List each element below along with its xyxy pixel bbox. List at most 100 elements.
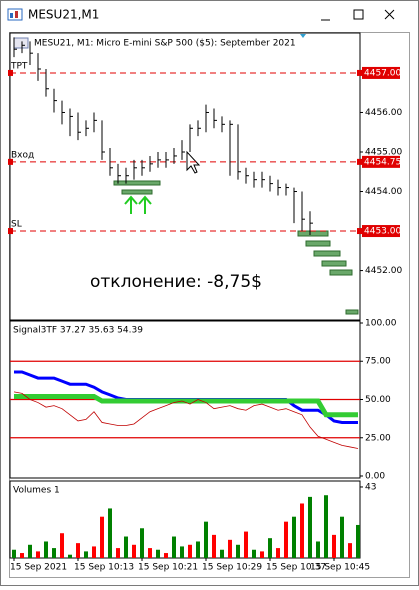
window-title: MESU21,M1 bbox=[28, 8, 99, 22]
volume-bar bbox=[108, 508, 112, 558]
level-marker bbox=[8, 228, 13, 235]
close-button[interactable] bbox=[384, 9, 395, 20]
y-tick-label: 100.00 bbox=[365, 318, 397, 328]
window-icon bbox=[10, 13, 13, 18]
indicator-line bbox=[14, 393, 358, 418]
order-box bbox=[297, 230, 329, 237]
level-label: 4457.00 bbox=[364, 68, 401, 78]
volume-title: Volumes 1 bbox=[13, 486, 60, 496]
level-label: 4453.00 bbox=[364, 227, 401, 237]
volume-bar bbox=[252, 549, 256, 558]
volume-bar bbox=[324, 495, 328, 558]
order-box bbox=[313, 250, 341, 257]
volume-bar bbox=[292, 516, 296, 558]
order-box bbox=[321, 260, 347, 267]
volume-bar bbox=[332, 534, 336, 558]
buy-arrow bbox=[138, 195, 152, 214]
price-panel bbox=[9, 32, 361, 321]
annotation: отклонение: -8,75$ bbox=[90, 272, 262, 292]
volume-bar bbox=[36, 551, 40, 558]
buy-arrow bbox=[124, 195, 138, 214]
level-marker bbox=[357, 158, 362, 165]
volume-bar bbox=[84, 551, 88, 558]
volume-bar bbox=[300, 503, 304, 558]
level-marker bbox=[8, 69, 13, 76]
y-tick-label: 43 bbox=[365, 482, 376, 492]
volume-bar bbox=[188, 544, 192, 558]
volume-bar bbox=[276, 548, 280, 558]
volume-bar bbox=[220, 549, 224, 558]
y-tick-label: 4452.00 bbox=[365, 266, 402, 276]
level-name: Вход bbox=[11, 150, 34, 160]
volume-bar bbox=[140, 528, 144, 558]
volume-bar bbox=[356, 524, 360, 558]
volume-bar bbox=[340, 516, 344, 558]
volume-bar bbox=[20, 553, 24, 558]
volume-bar bbox=[116, 548, 120, 558]
level-label-box bbox=[362, 66, 400, 79]
volume-bar bbox=[124, 536, 128, 558]
volume-bar bbox=[316, 541, 320, 558]
chart-area bbox=[9, 32, 410, 578]
chart-icon bbox=[13, 37, 29, 49]
volume-bar bbox=[92, 546, 96, 558]
x-tick-label: 15 Sep 10:37 bbox=[266, 563, 326, 573]
volume-bar bbox=[196, 541, 200, 558]
volume-bar bbox=[148, 548, 152, 558]
order-box bbox=[121, 189, 153, 195]
volume-bar bbox=[268, 538, 272, 558]
volume-bar bbox=[12, 549, 16, 558]
scroll-marker bbox=[300, 34, 306, 38]
order-box bbox=[329, 269, 353, 276]
volume-bar bbox=[348, 543, 352, 558]
volume-bar bbox=[52, 548, 56, 558]
volume-bar bbox=[212, 534, 216, 558]
x-tick-label: 15 Sep 10:21 bbox=[138, 563, 198, 573]
volume-bar bbox=[172, 536, 176, 558]
y-tick-label: 50.00 bbox=[365, 395, 391, 405]
volume-bar bbox=[236, 544, 240, 558]
x-tick-label: 15 Sep 10:29 bbox=[202, 563, 262, 573]
x-tick-label: 15 Sep 2021 bbox=[10, 563, 67, 573]
order-box bbox=[113, 180, 161, 186]
volume-bar bbox=[60, 533, 64, 558]
volume-bar bbox=[260, 551, 264, 558]
y-tick-label: 25.00 bbox=[365, 433, 391, 443]
volume-panel bbox=[9, 480, 361, 559]
indicator-line bbox=[13, 391, 359, 449]
y-tick-label: 4455.00 bbox=[365, 147, 402, 157]
volume-bar bbox=[244, 531, 248, 558]
y-tick-label: 0.00 bbox=[365, 472, 385, 482]
volume-bar bbox=[76, 543, 80, 558]
volume-bar bbox=[180, 546, 184, 558]
x-tick-label: 15 Sep 10:45 bbox=[310, 563, 370, 573]
y-tick-label: 4456.00 bbox=[365, 108, 402, 118]
order-box bbox=[345, 309, 359, 315]
level-marker bbox=[357, 228, 362, 235]
level-name: SL bbox=[11, 220, 22, 230]
volume-bar bbox=[44, 541, 48, 558]
level-label: 4454.75 bbox=[364, 157, 401, 167]
volume-bar bbox=[228, 539, 232, 558]
volume-bar bbox=[308, 496, 312, 558]
y-tick-label: 4454.00 bbox=[365, 187, 402, 197]
volume-bar bbox=[284, 521, 288, 558]
volume-bar bbox=[156, 549, 160, 558]
level-marker bbox=[357, 69, 362, 76]
volume-bar bbox=[132, 544, 136, 558]
y-tick-label: 75.00 bbox=[365, 357, 391, 367]
volume-bar bbox=[100, 516, 104, 558]
buy-arrows bbox=[124, 195, 152, 214]
indicator-title: Signal3TF 37.27 35.63 54.39 bbox=[13, 326, 143, 336]
volume-bar bbox=[28, 544, 32, 558]
maximize-button[interactable] bbox=[353, 9, 364, 20]
level-label-box bbox=[362, 225, 400, 238]
window-icon bbox=[15, 11, 18, 18]
volume-bar bbox=[204, 521, 208, 558]
volume-bar bbox=[68, 554, 72, 558]
level-marker bbox=[8, 158, 13, 165]
level-label-box bbox=[362, 155, 400, 168]
order-boxes bbox=[113, 180, 359, 315]
volume-bar bbox=[164, 553, 168, 558]
